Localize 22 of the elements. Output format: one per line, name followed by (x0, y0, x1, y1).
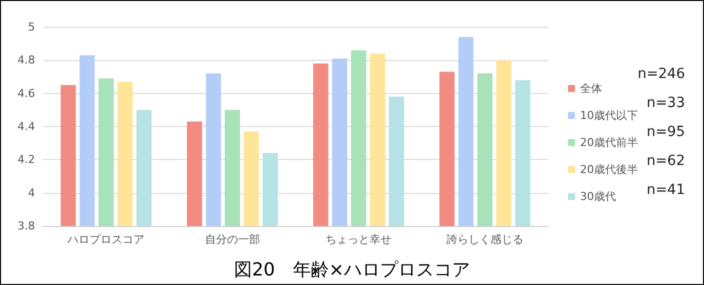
y-tick-label: 5 (28, 20, 35, 34)
text: n=62 (646, 153, 686, 169)
y-tick-label: 4.2 (18, 153, 35, 166)
x-tick-label: ハロプロスコア (66, 233, 145, 246)
y-tick-label: 4 (28, 186, 35, 200)
legend-label: 全体 (580, 82, 602, 95)
legend-label: 10歳代以下 (580, 109, 638, 122)
y-tick-label: 4.4 (18, 120, 35, 133)
x-tick-label: 自分の一部 (204, 233, 260, 246)
y-tick-label: 4.6 (18, 86, 35, 100)
x-tick-label: ちょっと幸せ (326, 233, 392, 246)
legend-label: 20歳代後半 (580, 163, 638, 176)
text: n=33 (646, 95, 686, 111)
y-tick-label: 3.8 (18, 220, 35, 232)
text: n=41 (646, 182, 686, 198)
x-tick-label: 誇らしく感じる (446, 233, 524, 246)
legend-label: 20歳代前半 (580, 136, 638, 149)
y-tick-label: 4.8 (18, 54, 35, 67)
text: n=246 (638, 66, 686, 82)
text: n=95 (646, 124, 686, 140)
text: 図20 年齢×ハロプロスコア (234, 260, 470, 280)
legend-label: 30歳代 (580, 190, 616, 203)
